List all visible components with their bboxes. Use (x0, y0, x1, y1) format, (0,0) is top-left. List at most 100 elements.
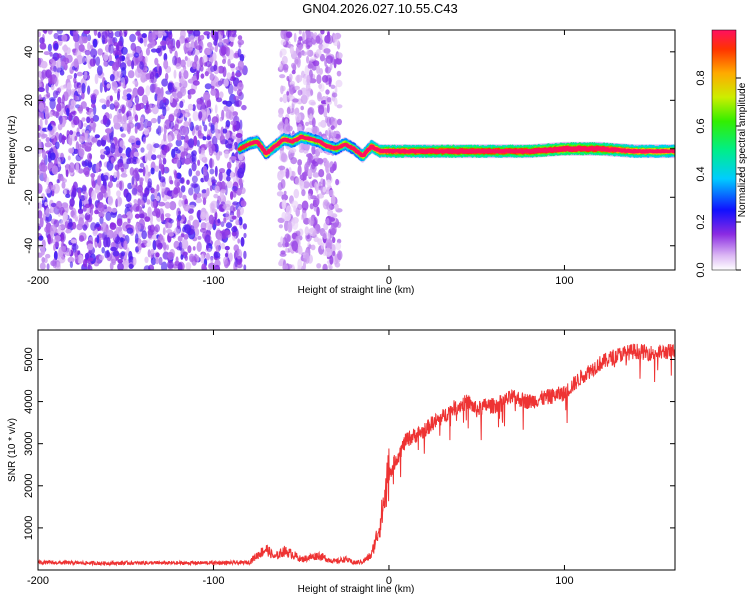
noise-cell (297, 89, 303, 96)
noise-cell (318, 69, 322, 76)
noise-cell (284, 233, 291, 243)
noise-cell (64, 52, 68, 58)
noise-cell (137, 86, 145, 97)
noise-cell (196, 139, 200, 147)
noise-cell (68, 112, 73, 122)
noise-cell (90, 207, 94, 216)
noise-cell (278, 113, 283, 118)
noise-cell (53, 43, 59, 50)
noise-cell (184, 255, 188, 261)
noise-cell (180, 254, 184, 260)
noise-cell (99, 255, 105, 261)
noise-cell (59, 85, 66, 90)
noise-cell (91, 103, 96, 109)
noise-cell (97, 175, 102, 186)
noise-cell (176, 158, 181, 169)
noise-cell (199, 228, 207, 233)
noise-cell (38, 87, 45, 93)
noise-cell (107, 188, 111, 198)
noise-cell (118, 180, 123, 190)
noise-cell (118, 40, 123, 47)
noise-cell (96, 139, 102, 147)
noise-cell (54, 77, 59, 87)
noise-cell (78, 222, 82, 229)
noise-cell (221, 109, 225, 121)
noise-cell (195, 197, 203, 204)
noise-cell (61, 181, 66, 189)
noise-cell (41, 44, 47, 49)
noise-cell (138, 168, 144, 173)
noise-cell (233, 95, 240, 101)
noise-cell (134, 213, 140, 219)
noise-cell (156, 184, 160, 192)
noise-cell (122, 89, 128, 98)
noise-cell (86, 116, 91, 124)
noise-cell (201, 189, 207, 194)
noise-cell (121, 55, 125, 61)
noise-cell (188, 117, 192, 128)
noise-cell (74, 39, 80, 51)
noise-cell (225, 210, 230, 221)
noise-cell (154, 165, 160, 172)
noise-cell (120, 173, 128, 178)
noise-cell (308, 99, 316, 106)
noise-cell (329, 255, 334, 265)
noise-cell (111, 258, 116, 264)
noise-cell (189, 35, 195, 42)
noise-cell (213, 251, 221, 259)
noise-cell (316, 74, 322, 85)
noise-cell (315, 35, 321, 44)
noise-cell (201, 263, 207, 270)
noise-cell (109, 103, 115, 110)
noise-cell (218, 171, 223, 182)
noise-cell (78, 104, 83, 114)
noise-cell (124, 56, 131, 64)
noise-cell (220, 242, 226, 250)
noise-cell (302, 31, 305, 41)
noise-cell (324, 247, 332, 258)
noise-cell (66, 189, 70, 195)
noise-cell (59, 69, 65, 76)
noise-cell (304, 249, 310, 260)
noise-cell (326, 172, 332, 183)
noise-cell (183, 142, 188, 149)
noise-cell (278, 224, 283, 229)
spectrogram-xlabel: Height of straight line (km) (298, 285, 415, 296)
noise-cell (111, 207, 118, 213)
noise-cell (329, 63, 333, 71)
noise-cell (153, 143, 160, 149)
noise-cell (222, 128, 228, 134)
noise-cell (299, 180, 305, 189)
noise-cell (232, 189, 237, 198)
noise-cell (38, 200, 42, 211)
noise-cell (173, 69, 177, 79)
noise-cell (320, 242, 325, 250)
noise-cell (198, 111, 203, 119)
noise-cell (184, 158, 191, 165)
noise-cell (116, 71, 123, 78)
noise-cell (214, 185, 220, 194)
noise-cell (110, 156, 115, 164)
noise-cell (76, 71, 84, 77)
noise-cell (46, 92, 51, 98)
noise-cell (118, 252, 122, 259)
noise-cell (147, 225, 152, 231)
noise-cell (84, 49, 91, 56)
noise-cell (63, 44, 68, 53)
noise-cell (94, 73, 99, 85)
noise-cell (167, 251, 175, 261)
noise-cell (158, 30, 164, 34)
noise-cell (318, 105, 325, 115)
noise-cell (81, 117, 86, 122)
noise-cell (289, 46, 294, 55)
noise-cell (106, 251, 111, 258)
noise-cell (336, 238, 342, 244)
noise-cell (331, 244, 336, 253)
noise-cell (278, 260, 283, 267)
noise-cell (301, 189, 306, 197)
spectrogram-heatmap (38, 30, 675, 270)
noise-cell (188, 168, 193, 177)
noise-cell (49, 51, 53, 57)
noise-cell (297, 39, 302, 45)
noise-cell (155, 252, 160, 258)
